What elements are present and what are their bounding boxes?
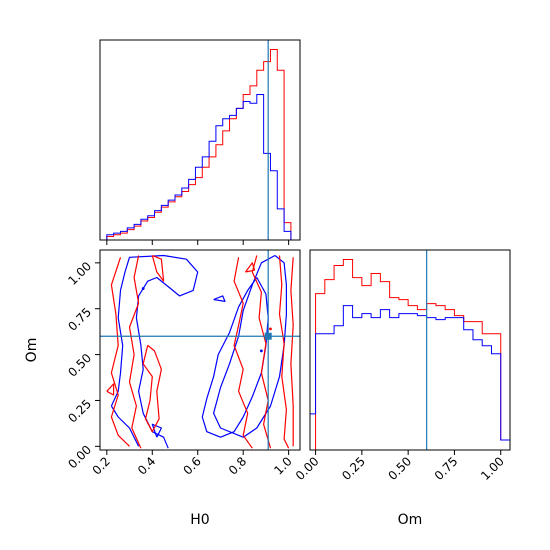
contour-line-red-13 bbox=[290, 257, 294, 447]
hist-Om-ticks: 0.00 0.25 0.50 0.75 1.00 bbox=[293, 450, 507, 483]
contour-plot-area bbox=[100, 250, 300, 450]
x-tick-label-2: 0.6 bbox=[180, 454, 203, 477]
hist-H0-plot-area bbox=[100, 40, 300, 240]
contour-line-blue-2 bbox=[201, 277, 269, 438]
contour-line-red-7 bbox=[128, 255, 142, 449]
x-tick-label-4: 1.0 bbox=[271, 454, 294, 477]
hist-series-red bbox=[310, 259, 510, 450]
contour-dot-blue-2 bbox=[141, 287, 145, 290]
y-axis-label-Om: Om bbox=[24, 338, 40, 363]
x-tick-label-0: 0.2 bbox=[90, 454, 113, 477]
contour-line-blue-0 bbox=[110, 254, 199, 449]
hist-series-blue bbox=[100, 94, 300, 240]
truth-marker bbox=[264, 332, 272, 340]
contour-frame bbox=[99, 249, 301, 451]
hist-series-red bbox=[100, 49, 300, 240]
x-tick-label-3: 0.75 bbox=[432, 454, 461, 483]
contour-line-blue-5 bbox=[213, 295, 226, 302]
hist-Om-plot-area bbox=[310, 250, 510, 450]
contour-line-blue-1 bbox=[110, 405, 140, 447]
y-tick-label-3: 0.75 bbox=[65, 305, 94, 334]
x-axis-label-Om: Om bbox=[398, 512, 423, 528]
hist-H0-ticks bbox=[106, 240, 290, 245]
contour-line-red-12 bbox=[278, 255, 290, 449]
hist-Om-panel: 0.00 0.25 0.50 0.75 1.00 Om bbox=[293, 249, 511, 528]
x-tick-label-4: 1.00 bbox=[478, 454, 507, 483]
contour-line-red-10 bbox=[233, 257, 253, 449]
x-tick-label-1: 0.4 bbox=[135, 454, 158, 477]
contour-H0-Om-panel: 0.2 0.4 0.6 0.8 1.00.000.250.500.751.00 H0 O… bbox=[24, 249, 301, 528]
contour-line-red-14 bbox=[245, 262, 256, 273]
hist-Om-frame bbox=[309, 249, 511, 451]
x-tick-label-3: 0.8 bbox=[226, 454, 249, 477]
y-tick-label-1: 0.25 bbox=[65, 397, 94, 426]
contour-line-red-6 bbox=[110, 257, 130, 447]
contour-dot-red-1 bbox=[269, 327, 272, 331]
x-tick-label-1: 0.25 bbox=[339, 454, 368, 483]
y-tick-label-4: 1.00 bbox=[65, 259, 94, 288]
hist-H0-frame bbox=[99, 39, 301, 241]
contour-line-blue-4 bbox=[151, 423, 162, 438]
contour-line-red-11 bbox=[251, 255, 272, 449]
x-axis-label-H0: H0 bbox=[190, 512, 209, 528]
contour-line-red-15 bbox=[106, 383, 115, 396]
hist-series-blue bbox=[310, 305, 510, 450]
contour-dot-blue-0 bbox=[259, 349, 263, 353]
x-tick-label-2: 0.50 bbox=[385, 454, 414, 483]
hist-H0-panel bbox=[99, 39, 301, 245]
contour-line-blue-3 bbox=[213, 254, 287, 438]
contour-line-red-9 bbox=[151, 254, 165, 282]
x-tick-label-0: 0.00 bbox=[293, 454, 322, 483]
contour-line-red-8 bbox=[142, 344, 162, 433]
y-tick-label-2: 0.50 bbox=[65, 351, 94, 380]
